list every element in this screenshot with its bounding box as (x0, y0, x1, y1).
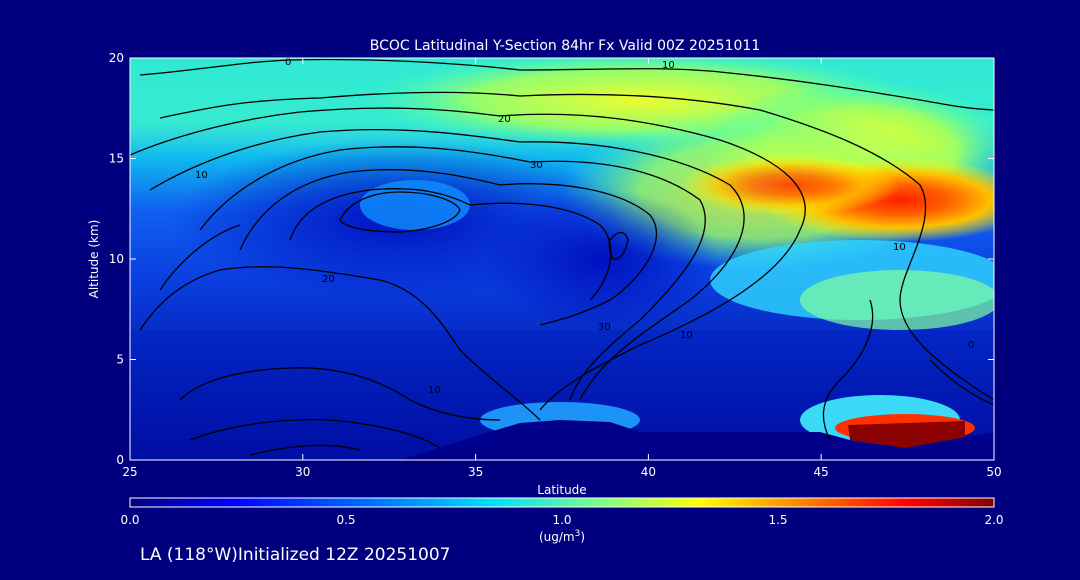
heatmap-field (130, 58, 994, 460)
terrain-mask (130, 420, 994, 460)
colorbar-tick-label: 2.0 (984, 513, 1003, 527)
x-tick-label: 40 (641, 465, 656, 479)
colorbar-unit: (ug/m3) (539, 529, 585, 544)
contour-label: 10 (680, 330, 693, 341)
y-axis-ticks: 0 5 10 15 20 (109, 51, 994, 467)
y-axis-title: Altitude (km) (87, 220, 101, 299)
y-tick-label: 5 (116, 353, 124, 367)
contour-label: 10 (428, 385, 441, 396)
contour-label: 10 (662, 60, 675, 71)
contour-label-group: 0 10 20 30 10 20 30 10 10 0 10 (195, 57, 974, 396)
colorbar (129, 497, 995, 508)
x-tick-label: 35 (468, 465, 483, 479)
y-tick-label: 15 (109, 152, 124, 166)
contour-label: 10 (195, 170, 208, 181)
y-tick-label: 10 (109, 252, 124, 266)
chart-title: BCOC Latitudinal Y-Section 84hr Fx Valid… (370, 38, 760, 54)
footer-label: LA (118°W)Initialized 12Z 20251007 (140, 545, 450, 565)
x-tick-label: 25 (122, 465, 137, 479)
contour-label: 20 (498, 114, 511, 125)
contour-lines (130, 58, 994, 456)
contour-label: 30 (530, 160, 543, 171)
colorbar-tick-label: 1.5 (768, 513, 787, 527)
y-tick-label: 0 (116, 453, 124, 467)
colorbar-tick-label: 0.5 (336, 513, 355, 527)
x-axis-title: Latitude (537, 483, 586, 497)
colorbar-ticks: 0.0 0.5 1.0 1.5 2.0 (120, 513, 1003, 527)
colorbar-tick-label: 1.0 (552, 513, 571, 527)
contour-label: 30 (598, 322, 611, 333)
y-tick-label: 20 (109, 51, 124, 65)
x-axis-ticks: 25 30 35 40 45 50 (122, 58, 1002, 479)
contour-label: 0 (285, 57, 291, 68)
x-tick-label: 45 (814, 465, 829, 479)
colorbar-tick-label: 0.0 (120, 513, 139, 527)
contour-label: 20 (322, 274, 335, 285)
x-tick-label: 30 (295, 465, 310, 479)
x-tick-label: 50 (986, 465, 1001, 479)
contour-label: 10 (893, 242, 906, 253)
contour-label: 0 (968, 340, 974, 351)
